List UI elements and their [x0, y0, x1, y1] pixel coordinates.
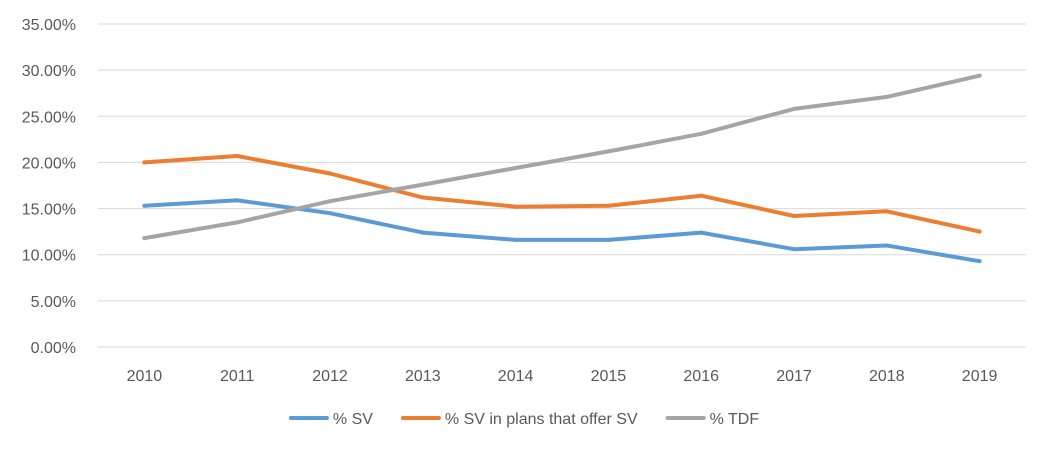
data-point: [884, 209, 889, 214]
legend-label: % SV in plans that offer SV: [445, 411, 638, 428]
y-tick-label: 35.00%: [22, 17, 76, 34]
series-line-2: [142, 154, 982, 234]
data-point: [420, 195, 425, 200]
data-point: [977, 229, 982, 234]
x-tick-label: 2016: [683, 368, 719, 385]
x-tick-label: 2017: [776, 368, 812, 385]
data-point: [699, 230, 704, 235]
x-tick-label: 2011: [220, 368, 255, 385]
x-tick-label: 2010: [127, 368, 163, 385]
gridlines: [98, 23, 1026, 348]
data-point: [606, 149, 611, 154]
x-axis-tick-labels: 2010 2011 2012 2013 2014 2015 2016 2017 2018 2019: [127, 368, 998, 385]
data-point: [235, 220, 240, 225]
y-tick-label: 20.00%: [22, 155, 76, 172]
x-tick-label: 2015: [591, 368, 627, 385]
data-point: [884, 243, 889, 248]
series-line-3: [142, 73, 982, 241]
data-point: [977, 259, 982, 264]
data-point: [699, 193, 704, 198]
data-point: [328, 199, 332, 204]
data-point: [884, 94, 889, 99]
legend-label: % TDF: [710, 411, 760, 428]
data-point: [328, 171, 332, 176]
data-point: [513, 237, 518, 242]
y-tick-label: 0.00%: [31, 340, 76, 357]
data-point: [142, 203, 147, 208]
data-point: [792, 106, 796, 111]
data-point: [235, 153, 240, 158]
data-point: [513, 204, 518, 209]
data-point: [420, 230, 425, 235]
data-point: [792, 213, 796, 218]
data-point: [977, 73, 982, 78]
x-tick-label: 2014: [498, 368, 534, 385]
y-tick-label: 5.00%: [31, 294, 76, 311]
data-point: [792, 247, 796, 252]
data-point: [606, 203, 611, 208]
series-lines: [142, 73, 982, 264]
data-point: [235, 198, 240, 203]
legend-label: % SV: [333, 411, 373, 428]
data-point: [699, 131, 704, 136]
x-tick-label: 2012: [312, 368, 348, 385]
data-point: [513, 165, 518, 170]
series-line-1: [142, 198, 982, 264]
data-point: [142, 236, 147, 241]
x-tick-label: 2019: [962, 368, 998, 385]
y-tick-label: 25.00%: [22, 109, 76, 126]
data-point: [606, 237, 611, 242]
y-axis-tick-labels: 0.00% 5.00% 10.00% 15.00% 20.00% 25.00% 30.00%…: [22, 17, 76, 357]
x-tick-label: 2013: [405, 368, 441, 385]
x-tick-label: 2018: [869, 368, 905, 385]
y-tick-label: 15.00%: [22, 202, 76, 219]
data-point: [420, 182, 425, 187]
y-tick-label: 30.00%: [22, 63, 76, 80]
y-tick-label: 10.00%: [22, 248, 76, 265]
data-point: [142, 160, 147, 165]
legend: % SV % SV in plans that offer SV % TDF: [288, 411, 760, 428]
data-point: [328, 211, 332, 216]
